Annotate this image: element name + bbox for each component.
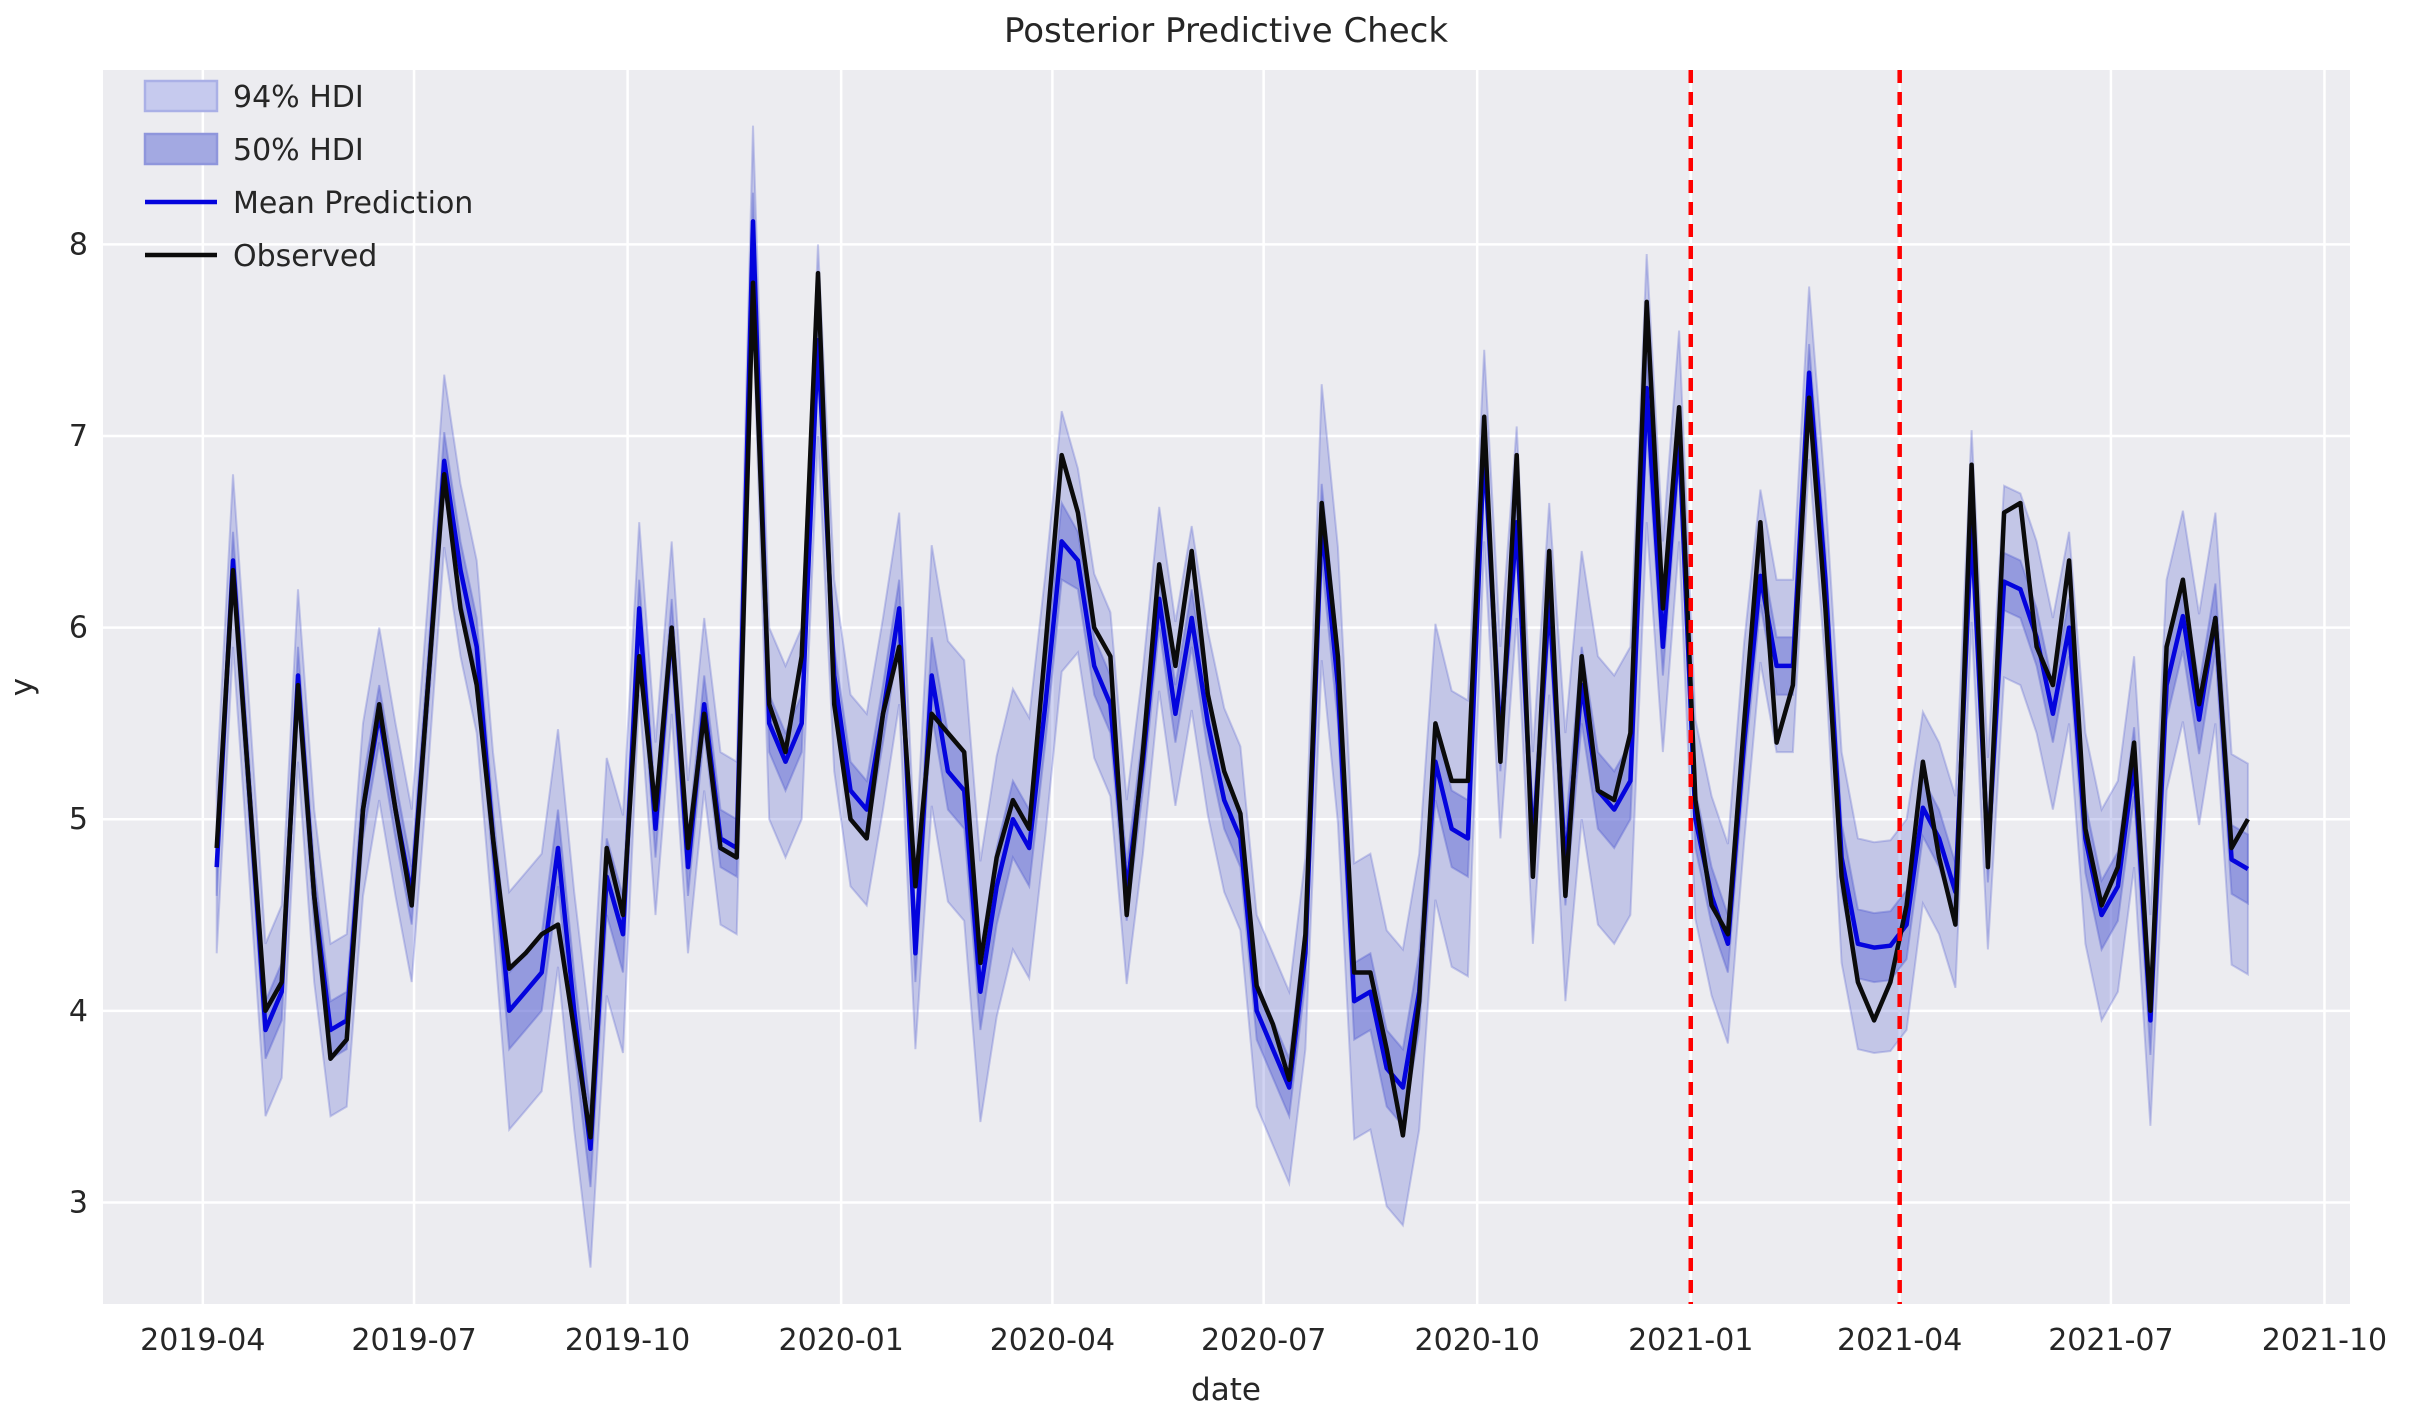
y-axis-label: y (4, 678, 40, 696)
x-axis-label: date (1191, 1372, 1261, 1408)
legend-label: 94% HDI (233, 80, 364, 115)
legend-label: 50% HDI (233, 133, 364, 168)
legend-label: Observed (233, 239, 377, 274)
legend-swatch-50hdi (143, 132, 219, 166)
x-tick-label: 2020-07 (1201, 1323, 1326, 1358)
x-tick-label: 2019-04 (140, 1323, 265, 1358)
y-tick-label: 8 (69, 227, 88, 262)
y-tick-label: 5 (69, 802, 88, 837)
legend-label: Mean Prediction (233, 186, 473, 221)
split-vlines (1688, 70, 1902, 1304)
y-tick-label: 3 (69, 1185, 88, 1220)
x-tick-label: 2021-01 (1628, 1323, 1753, 1358)
grid (103, 70, 2350, 1304)
legend-swatch-94hdi (143, 79, 219, 113)
x-tick-label: 2021-10 (2262, 1323, 2387, 1358)
x-axis-ticks: 2019-04 2019-07 2019-10 2020-01 2020-04 2020-… (140, 1323, 2387, 1358)
y-tick-label: 7 (69, 419, 88, 454)
mean-prediction-line (214, 219, 2250, 1152)
x-tick-label: 2019-10 (565, 1323, 690, 1358)
plot-area (103, 70, 2350, 1304)
chart-title: Posterior Predictive Check (1004, 11, 1448, 51)
data-lines (214, 219, 2250, 1152)
observed-line (214, 270, 2250, 1140)
y-tick-label: 4 (69, 994, 88, 1029)
legend: 94% HDI 50% HDI Mean Prediction Observed (143, 79, 473, 274)
hdi50-band (215, 192, 2249, 1188)
x-tick-label: 2019-07 (351, 1323, 476, 1358)
y-tick-label: 6 (69, 611, 88, 646)
x-tick-label: 2020-10 (1415, 1323, 1540, 1358)
x-tick-label: 2020-01 (778, 1323, 903, 1358)
hdi-bands (215, 125, 2249, 1268)
x-tick-label: 2021-04 (1837, 1323, 1962, 1358)
y-axis-ticks: 3 4 5 6 7 8 (69, 227, 88, 1220)
x-tick-label: 2020-04 (990, 1323, 1115, 1358)
x-tick-label: 2021-07 (2048, 1323, 2173, 1358)
hdi94-band (215, 125, 2249, 1268)
